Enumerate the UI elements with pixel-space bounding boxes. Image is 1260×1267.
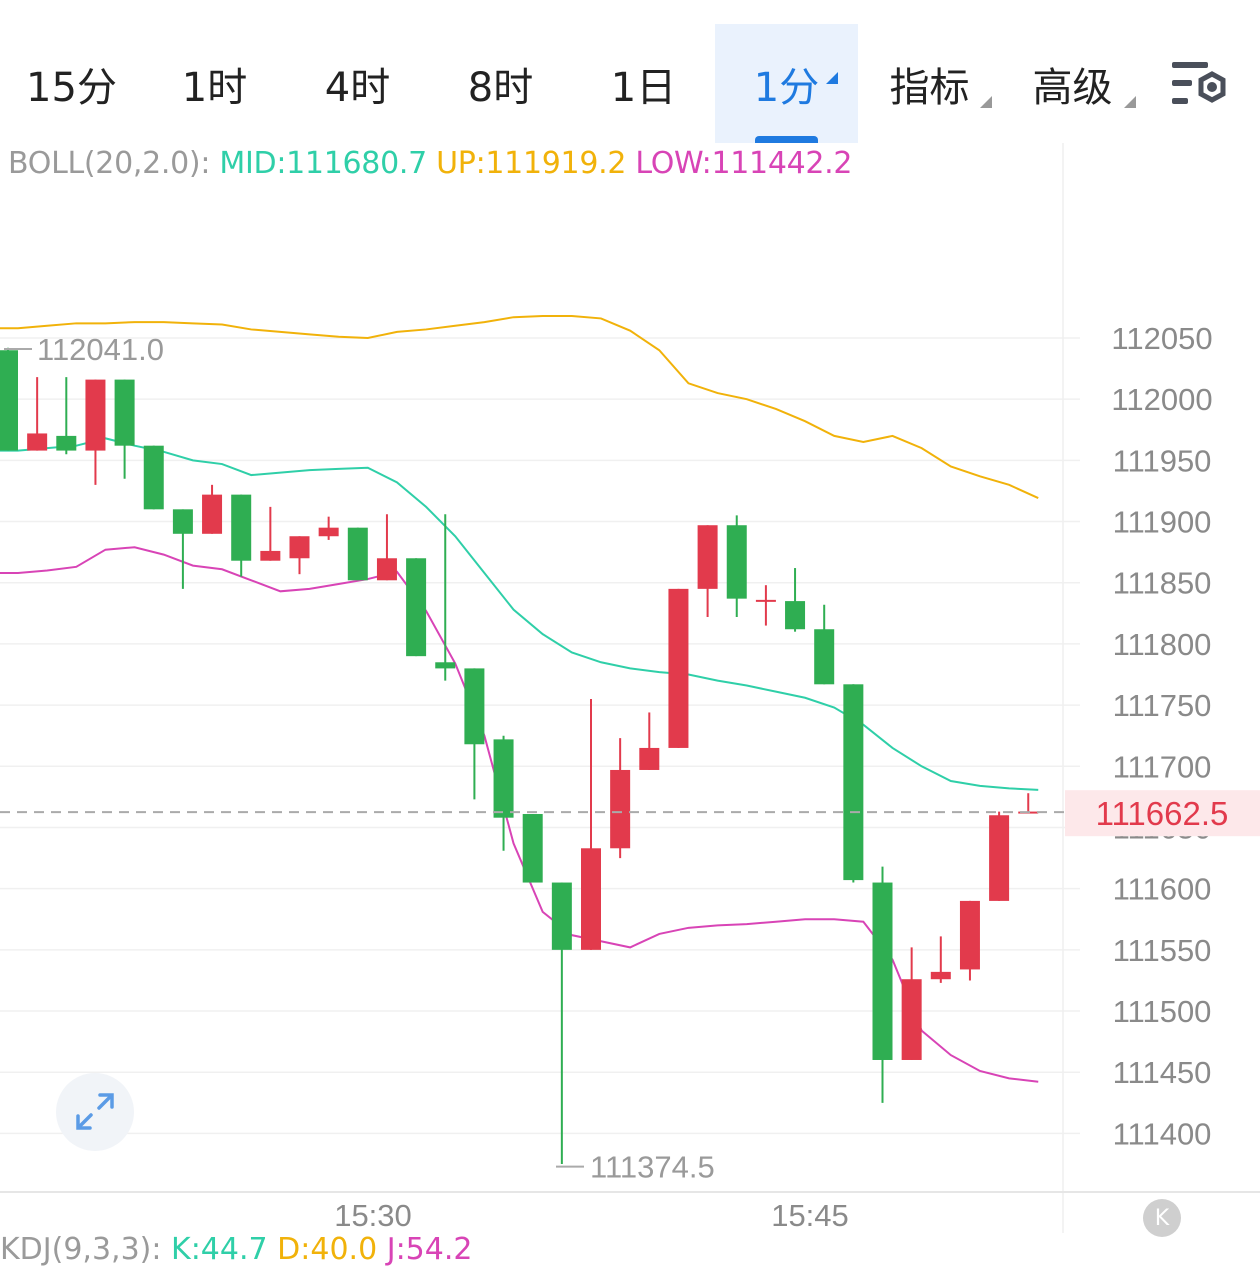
kdj-j: J:54.2 [386, 1232, 473, 1267]
tab-1h[interactable]: 1时 [181, 64, 248, 111]
y-tick-label: 111450 [1113, 1055, 1212, 1090]
dropdown-triangle-icon [1124, 96, 1136, 108]
candle-body [0, 350, 18, 451]
candle-body [726, 525, 747, 599]
candle-body [989, 815, 1010, 901]
tab-advanced[interactable]: 高级 [1001, 24, 1144, 143]
kdj-d: D:40.0 [277, 1232, 378, 1267]
tab-1d[interactable]: 1日 [610, 64, 677, 111]
candle-body [435, 662, 456, 669]
candle-body [347, 527, 368, 581]
expand-button[interactable] [56, 1073, 134, 1151]
candle-body [785, 601, 806, 630]
y-tick-label: 112000 [1111, 382, 1212, 417]
current-price-label: 111662.5 [1096, 795, 1229, 832]
candlestick-chart[interactable]: 112050 112000 111950 111900 111850 111800 1117… [0, 143, 1260, 1233]
kdj-k: K:44.7 [171, 1232, 268, 1267]
y-tick-label: 111600 [1113, 872, 1212, 907]
candle-body [202, 494, 223, 534]
expand-icon [76, 1093, 114, 1130]
y-tick-label: 111400 [1113, 1116, 1212, 1151]
y-tick-label: 111800 [1113, 627, 1212, 662]
candle-body [551, 882, 572, 950]
boll-upper-line [0, 314, 1039, 499]
candle-body [901, 979, 922, 1060]
y-tick-label: 111700 [1113, 749, 1212, 784]
current-price-tag [1065, 790, 1260, 837]
candle-body [406, 558, 427, 657]
candle-body [260, 550, 281, 561]
boll-low: LOW:111442.2 [635, 146, 853, 181]
boll-name: BOLL(20,2.0): [8, 146, 211, 181]
candle-body [697, 525, 718, 589]
kdj-name: KDJ(9,3,3): [0, 1232, 162, 1267]
dropdown-triangle-icon [980, 96, 992, 108]
y-tick-label: 111900 [1113, 505, 1212, 540]
k-line-button[interactable]: K [1143, 1199, 1181, 1237]
y-tick-label: 111550 [1113, 933, 1212, 968]
candle-body [668, 588, 689, 748]
tab-4h[interactable]: 4时 [324, 64, 391, 111]
candle-body [56, 435, 77, 451]
candle-body [581, 848, 601, 950]
active-tab-underline [755, 136, 818, 143]
high-price-label: 112041.0 [37, 332, 164, 367]
candle-body [930, 971, 951, 980]
timeframe-tab-bar: 15分 1时 4时 8时 1日 1分 指标 高级 [0, 0, 1260, 143]
boll-legend: BOLL(20,2.0): MID:111680.7 UP:111919.2 L… [8, 146, 853, 181]
y-tick-label: 111750 [1113, 688, 1212, 723]
y-tick-label: 111500 [1113, 994, 1212, 1029]
boll-up: UP:111919.2 [436, 146, 627, 181]
boll-mid: MID:111680.7 [219, 146, 427, 181]
y-tick-label: 111950 [1113, 443, 1212, 478]
candle-body [493, 739, 514, 818]
candle-body [610, 769, 631, 849]
tab-indicators[interactable]: 指标 [858, 24, 1001, 143]
candle-body [755, 599, 776, 602]
candle-body [464, 668, 485, 745]
boll-lower-line [0, 546, 1039, 1083]
candle-body [872, 882, 893, 1060]
tab-8h[interactable]: 8时 [467, 64, 534, 111]
y-tick-label: 111850 [1113, 566, 1212, 601]
low-price-label: 111374.5 [590, 1150, 715, 1185]
chart-settings-icon[interactable] [1170, 58, 1230, 112]
candle-body [85, 379, 106, 451]
candle-body [27, 433, 48, 451]
candle-body [959, 900, 980, 970]
tab-15m[interactable]: 15分 [26, 64, 117, 111]
dropdown-triangle-icon [826, 72, 838, 84]
candle-body [376, 558, 397, 581]
candle-body [172, 509, 193, 534]
candle-body [318, 527, 339, 537]
candle-body [114, 379, 135, 446]
candle-body [814, 629, 835, 685]
candle-body [231, 494, 252, 561]
candle-body [289, 536, 310, 559]
candle-body [143, 445, 164, 510]
tab-1m[interactable]: 1分 [715, 24, 858, 143]
candle-body [522, 814, 543, 883]
x-tick-label: 15:30 [334, 1198, 412, 1233]
candle-body [639, 747, 660, 770]
x-tick-label: 15:45 [771, 1198, 849, 1233]
kdj-legend: KDJ(9,3,3): K:44.7 D:40.0 J:54.2 [0, 1232, 472, 1267]
candle-body [843, 684, 864, 881]
y-tick-label: 112050 [1111, 321, 1212, 356]
